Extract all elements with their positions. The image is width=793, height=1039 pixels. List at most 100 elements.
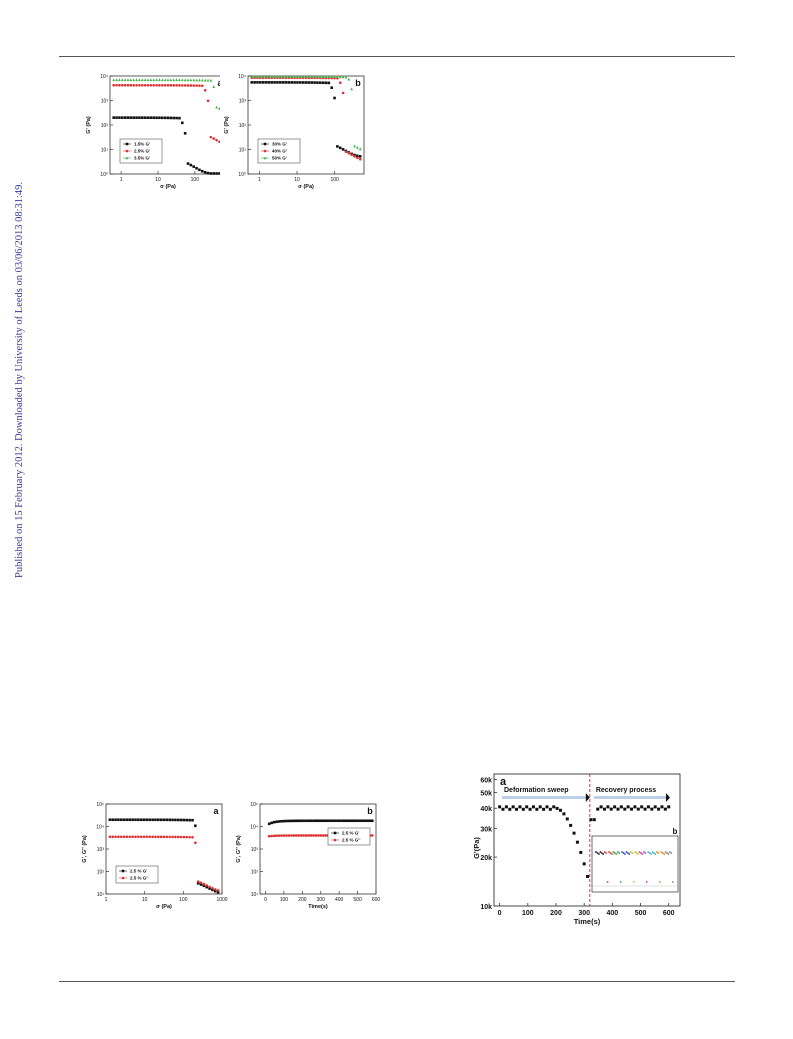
data-point [285,819,288,823]
data-point [317,819,320,823]
recovery-arrow-head [666,793,670,802]
inset-data-point [651,851,654,853]
data-point [216,890,220,894]
data-point [356,154,359,158]
data-point [314,819,318,823]
data-point [284,74,288,78]
top-rule [59,56,735,57]
data-point [203,78,207,82]
data-point [264,74,268,78]
panel-label: b [367,806,373,816]
data-point [188,835,191,839]
data-point [158,78,161,82]
legend-marker [263,142,267,146]
sweep-arrow-bar [502,796,586,799]
inset-data-point [608,851,610,853]
data-point [294,834,298,837]
panel-label: a [213,806,219,816]
data-point [276,74,279,78]
inset-data-point [664,851,667,853]
plot-frame [493,773,681,907]
data-point [203,171,207,174]
data-point [535,807,539,811]
y-tick-label: 10¹ [101,148,109,154]
data-point [189,78,193,82]
legend-marker [121,869,125,873]
data-point [139,835,143,839]
data-point [298,75,302,78]
data-point [344,75,348,79]
data-point [602,807,606,811]
data-point [129,78,133,82]
x-tick-label: 0 [264,897,267,903]
data-point [148,818,152,822]
data-point [157,835,160,839]
data-point [330,86,333,90]
data-point [118,78,121,82]
data-point [250,74,254,78]
figure-2b-chart: 10¹ 10² 10³ 10⁴ 10⁵ 0 100 200 300 400 500 600 Time(s… [236,802,380,910]
inset-data-point [609,852,612,854]
data-point [209,78,213,82]
data-point [157,818,160,822]
inset-data-point [621,851,623,853]
data-point [123,78,127,82]
data-point [606,805,610,809]
data-point [138,83,141,87]
inset-data-point [599,851,602,853]
inset-data-point [615,853,618,855]
y-axis-label: G'(Pa) [474,837,481,859]
data-point [148,835,152,839]
data-point [559,808,563,812]
data-point [307,834,310,837]
data-point [138,78,141,82]
data-point [212,172,216,175]
data-point [196,880,200,883]
figure-1b-chart: 10⁰ 10¹ 10² 10³ 10⁴ 1 10 100 σ (Pa) G' (Pa) b 30% G… [224,74,365,190]
data-point [633,805,637,809]
data-point [282,834,286,837]
inset-data-point [627,852,629,854]
data-point [572,831,576,835]
inset-data-point [629,851,632,853]
data-point [152,116,156,120]
inset-data-point [638,851,641,853]
legend-marker [263,149,267,153]
data-point [194,824,197,828]
data-point [114,835,117,839]
data-point [163,78,167,82]
data-point [169,116,173,120]
data-point [292,819,296,823]
data-point [521,807,525,811]
data-point [142,835,146,839]
data-point [321,819,325,823]
data-point [324,81,328,85]
data-point [282,819,286,823]
data-point [195,84,198,87]
data-point [297,834,300,837]
data-point [511,805,515,809]
data-point [313,81,316,84]
y-tick-label: 10³ [101,99,109,105]
inset-data-point [598,853,600,855]
data-point [297,819,300,823]
data-point [213,888,217,891]
inset-data-point [622,852,625,854]
data-point [344,150,348,154]
data-point [149,83,153,87]
data-point [371,819,374,823]
data-point [287,81,291,84]
data-point [341,819,345,823]
data-point [351,819,354,823]
legend-label: 30% G' [272,142,287,147]
data-point [316,75,319,78]
data-point [294,819,298,823]
data-point [298,81,302,84]
data-point [358,157,362,161]
data-point [183,84,187,87]
data-point [626,805,630,809]
y-tick-label: 10k [480,904,492,911]
data-point [125,818,129,822]
x-tick-label: 500 [353,897,362,903]
data-point [640,805,644,809]
